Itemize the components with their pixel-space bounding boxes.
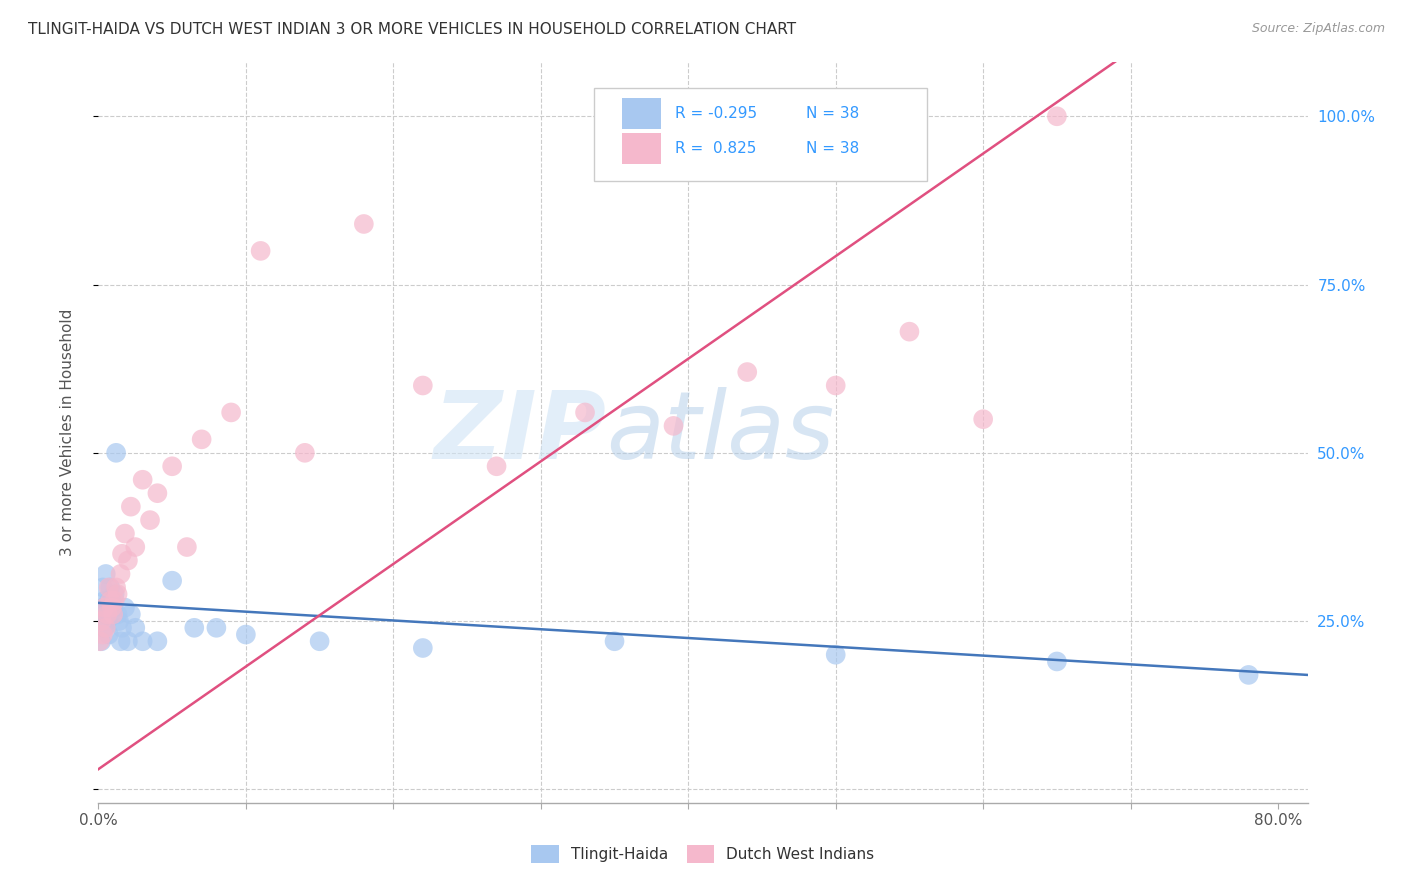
Point — [603, 634, 626, 648]
Point — [124, 540, 146, 554]
Point — [160, 459, 183, 474]
Point — [972, 412, 994, 426]
Point — [117, 553, 139, 567]
Point — [898, 325, 921, 339]
Text: ZIP: ZIP — [433, 386, 606, 479]
Point — [176, 540, 198, 554]
Text: N = 38: N = 38 — [806, 106, 859, 121]
Point — [91, 627, 114, 641]
Point — [111, 621, 134, 635]
Point — [101, 607, 124, 622]
Point — [89, 614, 111, 628]
Point — [412, 640, 434, 655]
Point — [111, 547, 134, 561]
Point — [117, 634, 139, 648]
Point — [105, 446, 128, 460]
Text: N = 38: N = 38 — [806, 141, 859, 156]
Point — [146, 634, 169, 648]
Point — [104, 594, 127, 608]
Point — [105, 581, 128, 595]
Point — [107, 607, 129, 622]
Point — [96, 600, 118, 615]
Point — [97, 594, 120, 608]
Point — [485, 459, 508, 474]
Point — [94, 621, 117, 635]
Point — [110, 634, 132, 648]
FancyBboxPatch shape — [621, 133, 661, 164]
Point — [574, 405, 596, 419]
Point — [120, 500, 142, 514]
Text: atlas: atlas — [606, 387, 835, 478]
Point — [308, 634, 330, 648]
Point — [94, 607, 117, 622]
Point — [91, 600, 114, 615]
Text: R = -0.295: R = -0.295 — [675, 106, 758, 121]
Point — [107, 587, 129, 601]
Point — [205, 621, 228, 635]
Point — [124, 621, 146, 635]
Point — [90, 614, 112, 628]
Point — [96, 614, 118, 628]
Point — [219, 405, 242, 419]
Point — [353, 217, 375, 231]
Point — [97, 627, 120, 641]
Point — [412, 378, 434, 392]
Point — [96, 607, 118, 622]
Point — [114, 600, 136, 615]
Point — [110, 566, 132, 581]
FancyBboxPatch shape — [595, 88, 927, 181]
Point — [131, 473, 153, 487]
Text: TLINGIT-HAIDA VS DUTCH WEST INDIAN 3 OR MORE VEHICLES IN HOUSEHOLD CORRELATION C: TLINGIT-HAIDA VS DUTCH WEST INDIAN 3 OR … — [28, 22, 796, 37]
Point — [93, 600, 115, 615]
Point — [1046, 109, 1069, 123]
Point — [108, 614, 131, 628]
Text: R =  0.825: R = 0.825 — [675, 141, 756, 156]
Point — [183, 621, 205, 635]
Point — [89, 634, 111, 648]
Point — [190, 433, 212, 447]
Point — [824, 378, 846, 392]
Point — [98, 594, 121, 608]
Point — [100, 600, 122, 615]
Point — [131, 634, 153, 648]
Point — [294, 446, 316, 460]
Point — [249, 244, 271, 258]
FancyBboxPatch shape — [621, 98, 661, 129]
Point — [114, 526, 136, 541]
Point — [146, 486, 169, 500]
Point — [91, 581, 114, 595]
Point — [101, 600, 124, 615]
Point — [735, 365, 758, 379]
Point — [139, 513, 162, 527]
Text: Source: ZipAtlas.com: Source: ZipAtlas.com — [1251, 22, 1385, 36]
Point — [98, 581, 121, 595]
Point — [104, 587, 127, 601]
Point — [94, 566, 117, 581]
Legend: Tlingit-Haida, Dutch West Indians: Tlingit-Haida, Dutch West Indians — [526, 839, 880, 869]
Y-axis label: 3 or more Vehicles in Household: 3 or more Vehicles in Household — [60, 309, 75, 557]
Point — [1046, 655, 1069, 669]
Point — [90, 634, 112, 648]
Point — [160, 574, 183, 588]
Point — [100, 594, 122, 608]
Point — [824, 648, 846, 662]
Point — [235, 627, 257, 641]
Point — [97, 581, 120, 595]
Point — [662, 418, 685, 433]
Point — [120, 607, 142, 622]
Point — [93, 621, 115, 635]
Point — [98, 607, 121, 622]
Point — [93, 594, 115, 608]
Point — [1237, 668, 1260, 682]
